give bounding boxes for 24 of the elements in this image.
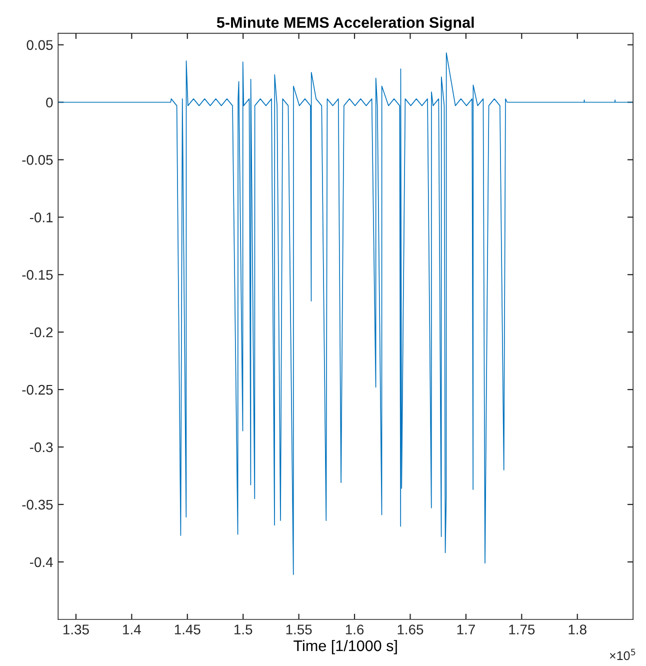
x-tick-label: 1.75 (509, 624, 535, 634)
x-tick-label: 1.65 (398, 624, 424, 634)
x-tick-label: 1.55 (286, 624, 312, 634)
y-tick-label: -0.4 (30, 557, 53, 568)
y-tick-label: 0 (46, 98, 53, 108)
y-tick-label: 0.05 (26, 40, 53, 50)
y-tick-label: -0.1 (30, 212, 53, 222)
x-tick-label: 1.8 (568, 624, 586, 634)
y-tick-label: -0.2 (30, 327, 53, 338)
y-tick-label: -0.05 (22, 155, 53, 165)
y-tick-label: -0.3 (30, 442, 53, 452)
x-tick-label: 1.5 (234, 624, 252, 634)
y-tick-label: -0.15 (22, 270, 53, 280)
x-tick-label: 1.6 (346, 624, 364, 634)
x-tick-label: 1.7 (457, 624, 475, 634)
line-series (58, 52, 634, 575)
x-axis-title: Time [1/1000 s] (294, 640, 397, 654)
x-tick-label: 1.35 (64, 624, 89, 634)
y-tick-label: -0.25 (22, 384, 53, 395)
x-tick-label: 1.45 (174, 624, 200, 634)
text: ×10$^{5}$ (610, 648, 636, 660)
x-tick-label: 1.4 (123, 624, 141, 634)
y-tick-label: -0.35 (22, 500, 53, 510)
chart-title: 5-Minute MEMS Acceleration Signal (216, 16, 474, 31)
